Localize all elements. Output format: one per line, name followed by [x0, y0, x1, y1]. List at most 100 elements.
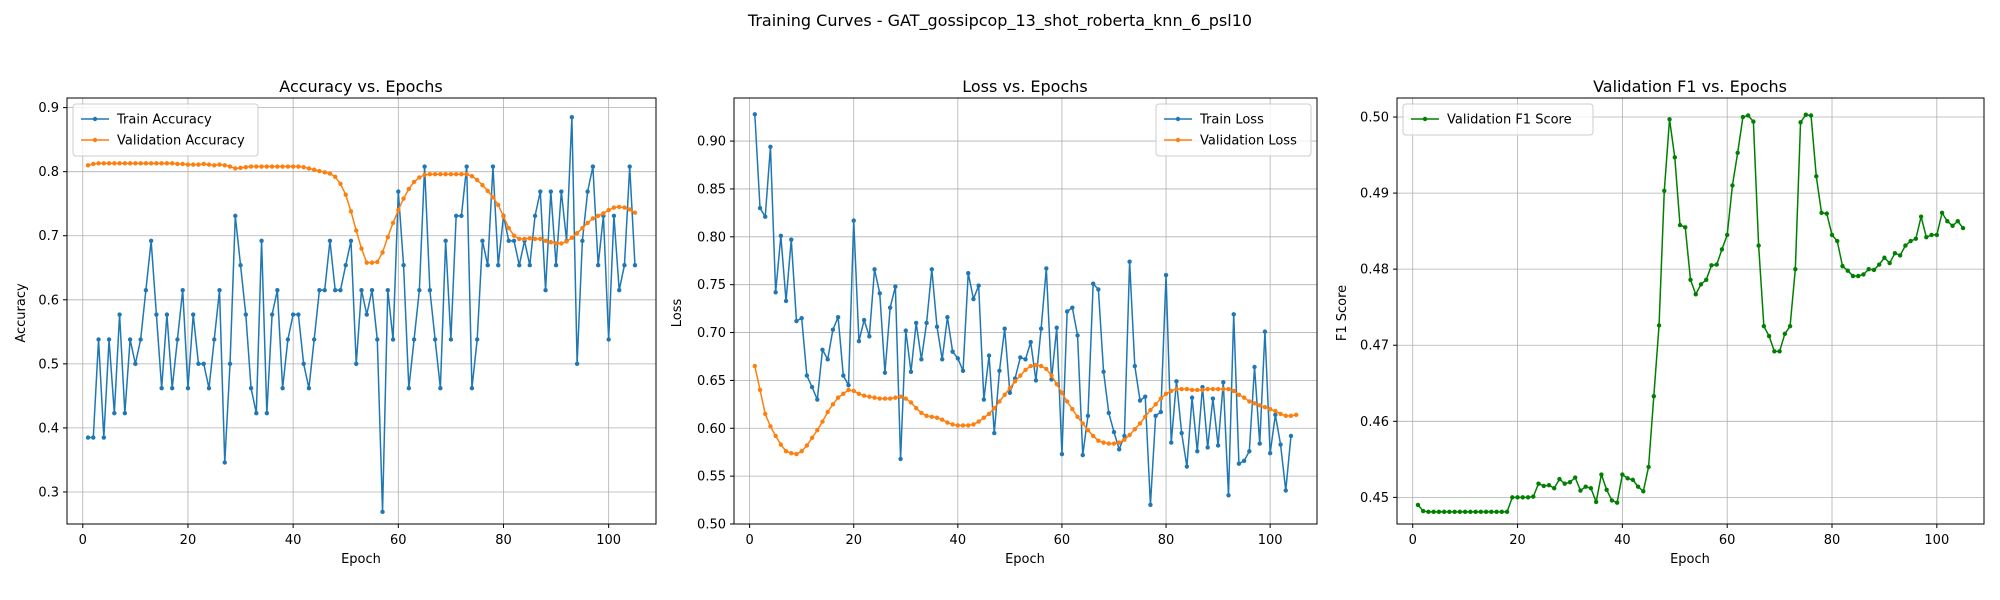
f1-data-point [1421, 508, 1426, 514]
accuracy-data-point [438, 172, 443, 177]
loss-data-point [794, 318, 799, 324]
f1-data-point [1635, 484, 1641, 489]
loss-data-point [773, 290, 778, 295]
loss-data-point [794, 451, 799, 457]
f1-data-point [1572, 475, 1578, 480]
accuracy-data-point [206, 385, 212, 391]
accuracy-data-point [212, 337, 217, 342]
f1-data-point [1546, 483, 1552, 488]
f1-data-point [1462, 509, 1468, 515]
accuracy-data-point [343, 262, 348, 268]
loss-data-point [976, 419, 981, 424]
loss-data-point [934, 415, 940, 420]
f1-ytick-label: 0.46 [1360, 415, 1389, 430]
loss-data-point [757, 205, 763, 211]
f1-data-point [1882, 255, 1887, 260]
accuracy-xtick-label: 80 [495, 533, 512, 548]
loss-data-point [815, 397, 820, 402]
loss-data-point [1169, 388, 1174, 394]
loss-data-point [1002, 326, 1007, 331]
accuracy-data-point [480, 238, 485, 244]
f1-data-point [1745, 113, 1751, 118]
f1-data-point [1735, 150, 1740, 155]
loss-ytick-label: 0.55 [697, 470, 726, 485]
loss-data-point [1148, 502, 1153, 508]
loss-data-point [966, 270, 971, 276]
accuracy-data-point [380, 250, 385, 255]
accuracy-data-point [390, 337, 396, 342]
loss-data-point [971, 422, 976, 427]
loss-xlabel: Epoch [1005, 552, 1045, 567]
loss-data-point [1267, 450, 1273, 456]
loss-panel: Loss vs. Epochs Epoch Loss 0 20 40 60 80 100 0… [670, 77, 1318, 567]
f1-data-point [1441, 509, 1447, 515]
loss-data-point [1137, 398, 1143, 403]
accuracy-data-point [543, 238, 548, 244]
accuracy-data-point [196, 361, 201, 367]
loss-data-point [919, 357, 924, 362]
f1-data-point [1457, 509, 1463, 515]
loss-data-point [1080, 421, 1085, 426]
accuracy-data-point [595, 262, 601, 268]
loss-data-point [1189, 395, 1195, 400]
accuracy-data-point [601, 211, 606, 216]
loss-data-point [752, 112, 758, 117]
loss-data-point [997, 399, 1002, 404]
accuracy-data-point [443, 238, 448, 244]
loss-data-point [1278, 442, 1283, 447]
loss-data-point [799, 315, 804, 321]
loss-data-point [1273, 408, 1278, 414]
accuracy-ylabel: Accuracy [14, 283, 29, 343]
loss-data-point [856, 391, 862, 397]
loss-data-point [835, 395, 841, 400]
accuracy-data-point [538, 189, 543, 194]
accuracy-data-point [411, 337, 417, 342]
loss-data-point [1236, 392, 1242, 397]
loss-data-point [960, 423, 966, 428]
accuracy-data-point [301, 361, 306, 367]
accuracy-data-point [175, 161, 180, 167]
accuracy-data-point [327, 171, 333, 176]
accuracy-data-point [527, 262, 532, 268]
accuracy-data-point [148, 161, 154, 166]
loss-data-point [1127, 259, 1132, 264]
f1-data-point [1552, 486, 1557, 491]
accuracy-data-point [164, 312, 170, 317]
loss-data-point [825, 409, 830, 415]
loss-ytick-label: 0.90 [697, 135, 726, 150]
loss-legend-marker [1175, 137, 1181, 143]
loss-data-point [1184, 386, 1190, 392]
accuracy-data-point [348, 238, 354, 244]
accuracy-data-point [354, 228, 359, 233]
accuracy-data-point [133, 361, 138, 367]
f1-data-point [1478, 509, 1484, 515]
f1-data-point [1494, 509, 1499, 515]
loss-data-point [778, 442, 784, 447]
accuracy-data-point [185, 385, 191, 391]
loss-data-point [1184, 464, 1190, 469]
loss-data-point [1153, 402, 1158, 407]
accuracy-data-point [112, 410, 117, 416]
loss-data-point [789, 237, 794, 242]
loss-data-point [809, 435, 815, 441]
loss-xtick-label: 100 [1258, 533, 1283, 548]
loss-data-point [1127, 432, 1132, 438]
accuracy-data-point [532, 213, 538, 219]
loss-data-point [893, 395, 898, 400]
accuracy-data-point [411, 179, 417, 185]
f1-data-point [1531, 494, 1536, 499]
loss-data-point [1283, 488, 1288, 493]
loss-data-point [1195, 449, 1200, 454]
loss-data-point [1038, 363, 1044, 369]
loss-data-point [820, 419, 825, 424]
f1-data-point [1929, 232, 1934, 238]
loss-data-point [986, 353, 992, 358]
accuracy-data-point [269, 312, 275, 317]
loss-data-point [1205, 445, 1210, 450]
loss-data-point [1049, 373, 1054, 378]
loss-axes-frame [733, 97, 1318, 525]
f1-data-point [1719, 247, 1725, 252]
accuracy-data-point [143, 161, 149, 166]
accuracy-data-point [427, 287, 433, 293]
loss-data-point [783, 449, 789, 454]
